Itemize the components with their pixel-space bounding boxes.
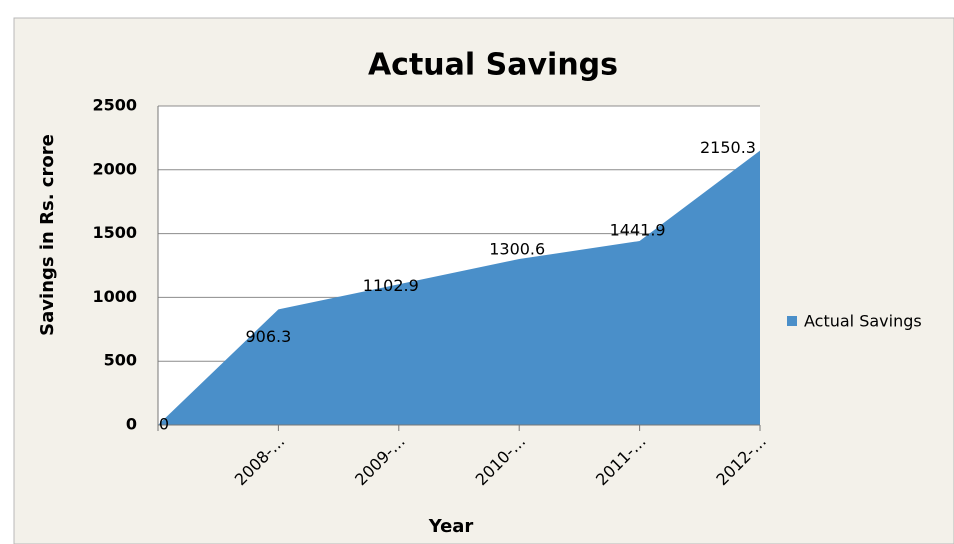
y-tick-label: 500: [104, 351, 137, 370]
data-label: 0: [159, 415, 169, 434]
data-label: 1441.9: [610, 221, 666, 240]
y-tick-label: 2000: [92, 159, 137, 178]
x-axis-label: Year: [428, 516, 474, 537]
data-label: 1102.9: [363, 276, 419, 295]
y-tick-label: 0: [126, 415, 137, 434]
y-tick-label: 1500: [92, 223, 137, 242]
chart-title: Actual Savings: [368, 48, 618, 83]
legend-label: Actual Savings: [804, 312, 922, 331]
data-label: 906.3: [245, 327, 291, 346]
data-label: 2150.3: [700, 138, 756, 157]
y-tick-label: 1000: [92, 287, 137, 306]
y-tick-label: 2500: [92, 96, 137, 115]
legend-swatch: [787, 316, 797, 326]
y-axis-label: Savings in Rs. crore: [37, 134, 58, 336]
data-label: 1300.6: [489, 240, 545, 259]
area: [158, 150, 760, 426]
